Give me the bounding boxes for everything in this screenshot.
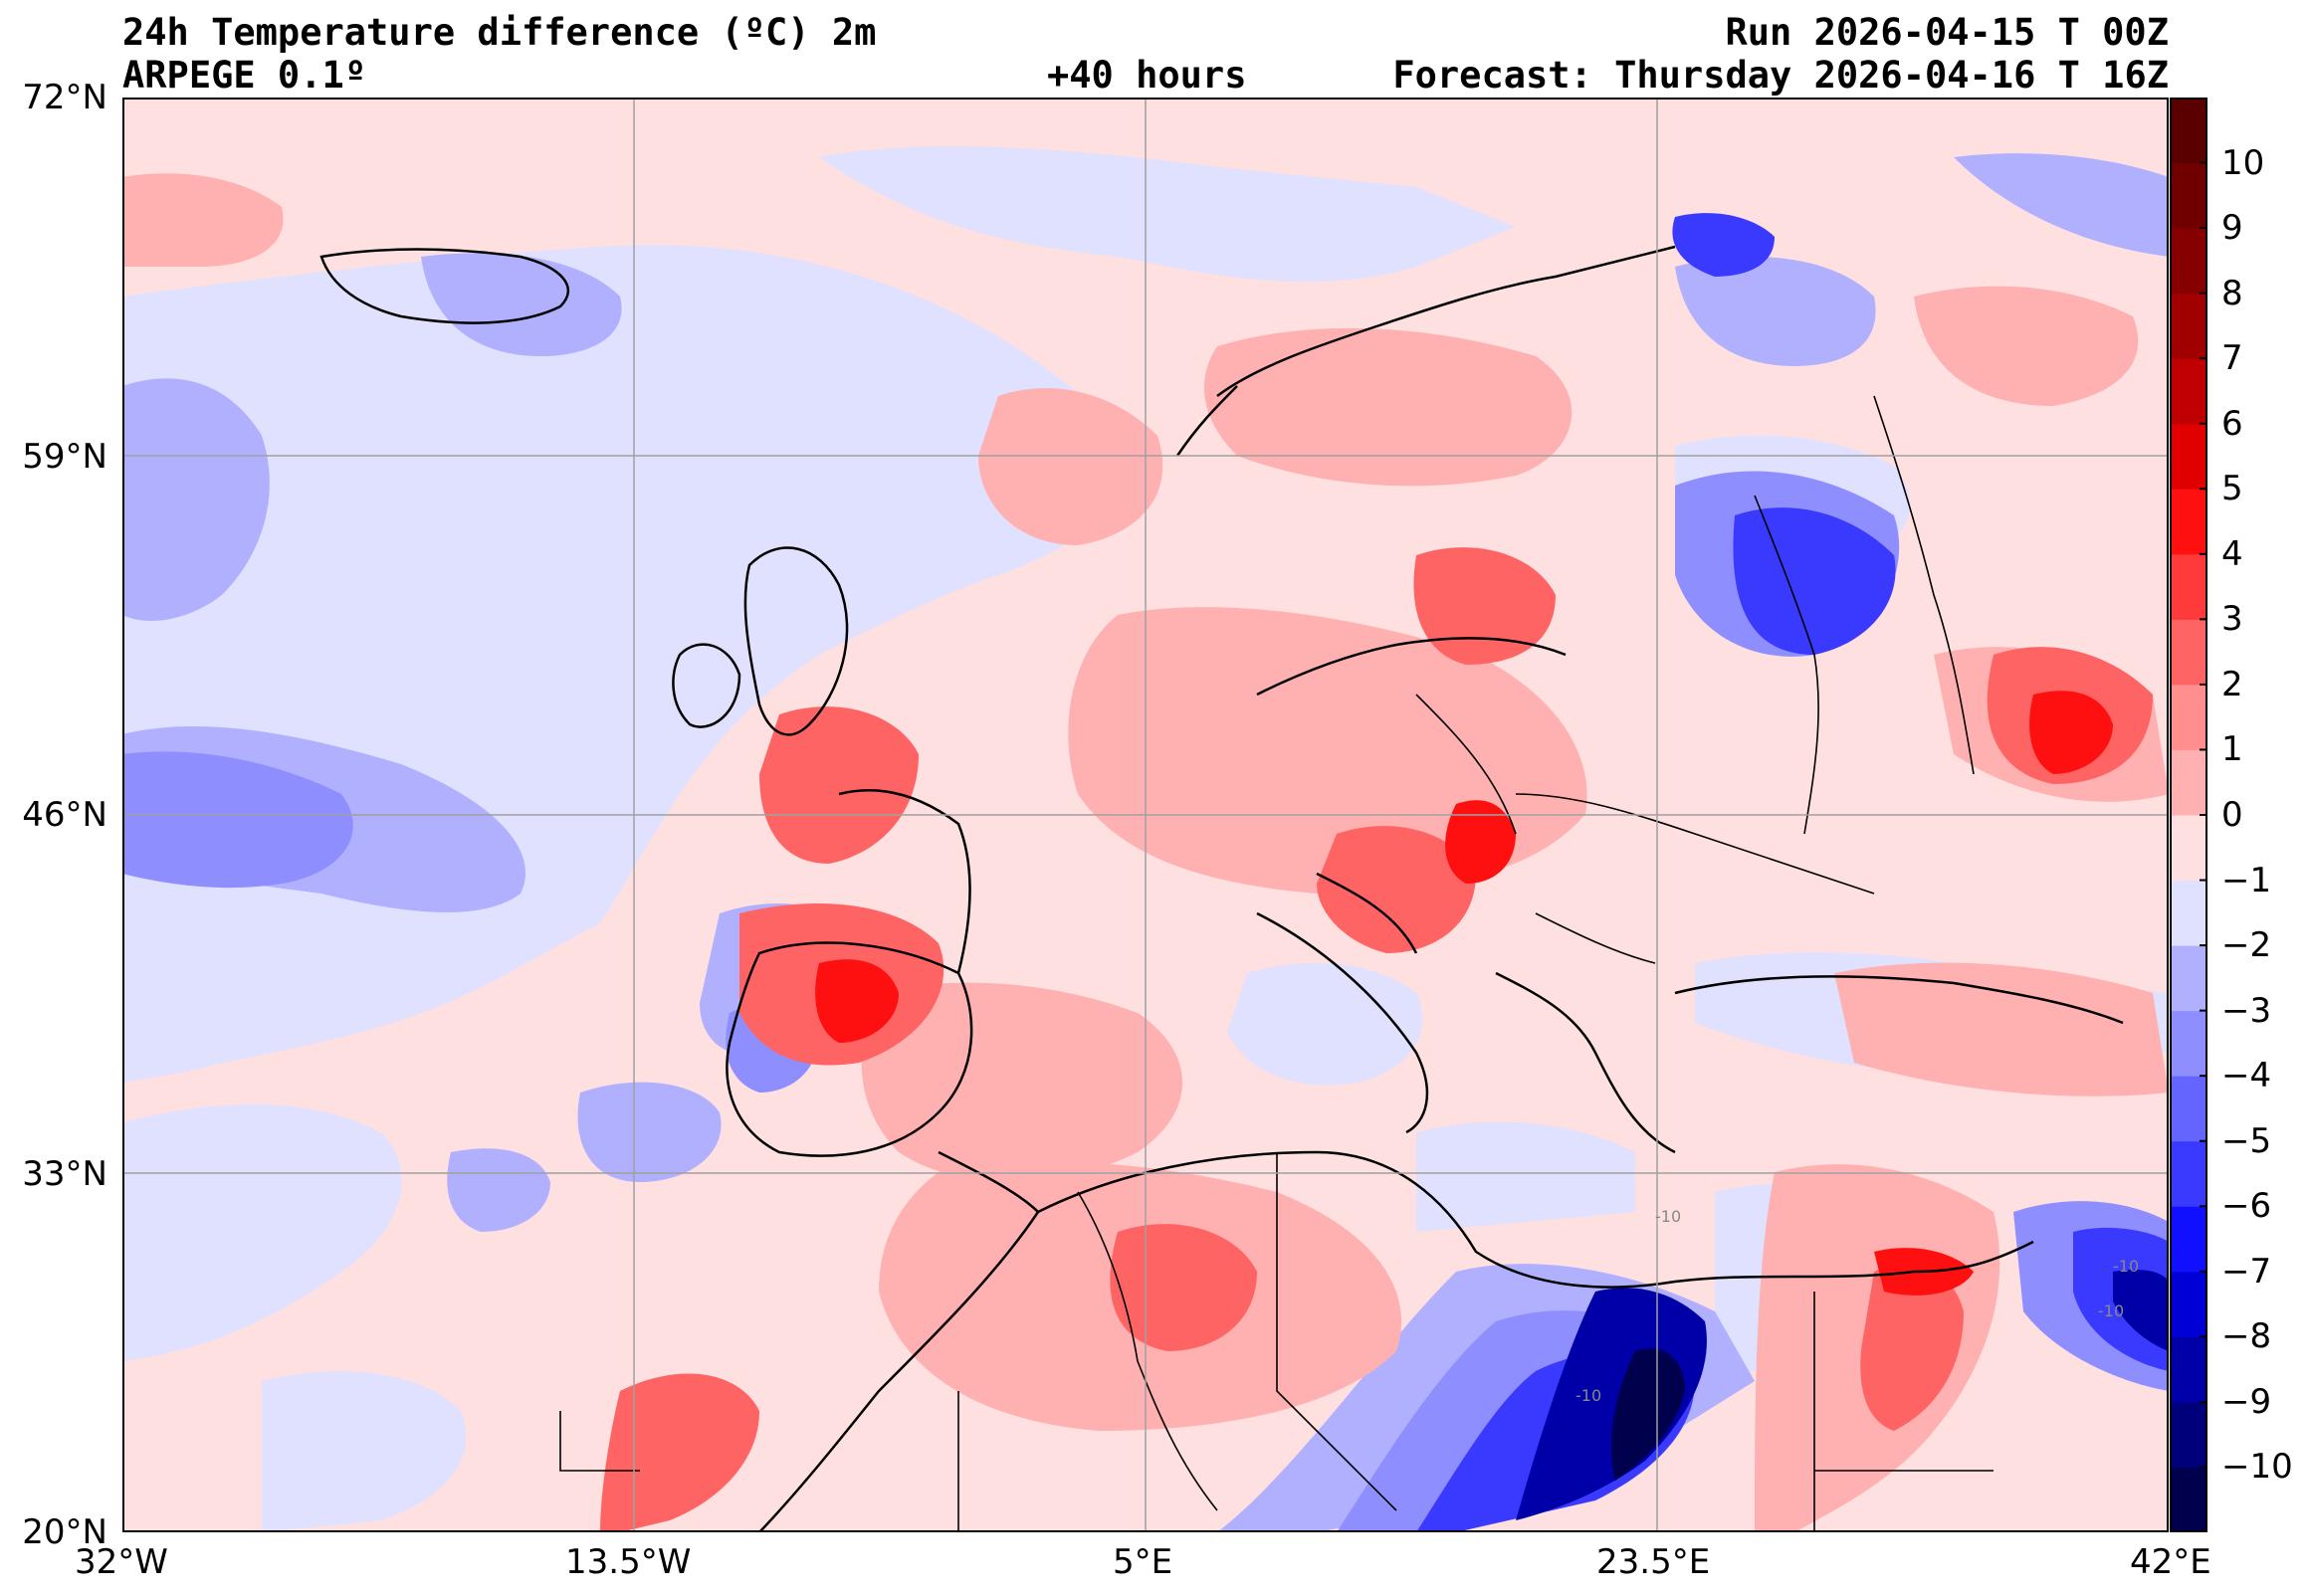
- colorbar-segment: [2170, 1010, 2207, 1077]
- colorbar: [2170, 98, 2207, 1532]
- colorbar-tick-label: −6: [2221, 1186, 2272, 1227]
- colorbar-segment: [2170, 228, 2207, 295]
- field-very-cold: [1516, 1270, 2169, 1520]
- map-title: 24h Temperature difference (ºC) 2m: [122, 11, 877, 54]
- temperature-map: -10 -10 -10 -10: [122, 98, 2169, 1532]
- field-extreme-cold: [1611, 1348, 1685, 1481]
- lon-tick-32w: 32°W: [75, 1542, 168, 1582]
- coastlines: [319, 245, 2124, 1532]
- map-canvas: -10 -10 -10 -10: [122, 98, 2169, 1532]
- lat-tick-72n: 72°N: [22, 78, 107, 117]
- contour-labels: -10 -10 -10 -10: [1575, 1207, 2139, 1405]
- colorbar-segment: [2170, 815, 2207, 882]
- colorbar-segment: [2170, 619, 2207, 686]
- colorbar-tick-label: 1: [2221, 729, 2243, 770]
- colorbar-segment: [2170, 684, 2207, 750]
- colorbar-tick-label: −1: [2221, 860, 2272, 900]
- colorbar-tick-label: 6: [2221, 403, 2243, 444]
- colorbar-tick-label: 10: [2221, 142, 2265, 183]
- colorbar-tick-label: −10: [2221, 1447, 2293, 1488]
- colorbar-tick-label: −4: [2221, 1056, 2272, 1097]
- country-borders: [559, 395, 1994, 1532]
- lat-tick-46n: 46°N: [22, 795, 107, 835]
- colorbar-tick-label: −3: [2221, 990, 2272, 1031]
- colorbar-segment: [2170, 880, 2207, 946]
- colorbar-segment: [2170, 1271, 2207, 1337]
- field-hot: [815, 691, 2113, 1296]
- lat-tick-33n: 33°N: [22, 1154, 107, 1194]
- colorbar-tick-label: −8: [2221, 1316, 2272, 1357]
- colorbar-segment: [2170, 945, 2207, 1012]
- colorbar-segment: [2170, 1336, 2207, 1403]
- colorbar-segment: [2170, 1401, 2207, 1468]
- colorbar-segment: [2170, 423, 2207, 490]
- colorbar-segment: [2170, 1467, 2207, 1532]
- lat-tick-20n: 20°N: [22, 1512, 107, 1552]
- colorbar-tick-label: 3: [2221, 599, 2243, 640]
- colorbar-tick-label: 7: [2221, 338, 2243, 379]
- forecast-time: Forecast: Thursday 2026-04-16 T 16Z: [1392, 54, 2169, 97]
- run-time: Run 2026-04-15 T 00Z: [1725, 11, 2169, 54]
- colorbar-tick-label: 2: [2221, 664, 2243, 704]
- contour-label: -10: [2113, 1257, 2139, 1276]
- colorbar-segment: [2170, 1206, 2207, 1273]
- lon-tick-42e: 42°E: [2130, 1542, 2211, 1582]
- colorbar-segment: [2170, 358, 2207, 425]
- colorbar-tick-label: −5: [2221, 1120, 2272, 1161]
- colorbar-segment: [2170, 489, 2207, 555]
- colorbar-tick-label: −9: [2221, 1381, 2272, 1422]
- lon-tick-13-5w: 13.5°W: [565, 1542, 692, 1582]
- graticule: [122, 98, 2169, 1532]
- colorbar-tick-label: 4: [2221, 533, 2243, 574]
- colorbar-tick-label: 8: [2221, 273, 2243, 313]
- colorbar-segment: [2170, 162, 2207, 229]
- colorbar-tick-label: −7: [2221, 1251, 2272, 1292]
- colorbar-segment: [2170, 293, 2207, 359]
- colorbar-segment: [2170, 749, 2207, 816]
- lon-tick-23-5e: 23.5°E: [1596, 1542, 1711, 1582]
- colorbar-tick-label: 0: [2221, 795, 2243, 835]
- colorbar-segment: [2170, 1076, 2207, 1142]
- contour-label: -10: [2098, 1301, 2124, 1320]
- lat-tick-59n: 59°N: [22, 437, 107, 477]
- colorbar-segment: [2170, 1140, 2207, 1207]
- lead-time: +40 hours: [1047, 54, 1247, 97]
- colorbar-tick-label: 5: [2221, 469, 2243, 509]
- model-name: ARPEGE 0.1º: [122, 54, 367, 97]
- colorbar-segment: [2170, 98, 2207, 164]
- map-frame: [122, 98, 2169, 1532]
- colorbar-segment: [2170, 553, 2207, 620]
- contour-label: -10: [1575, 1386, 1601, 1405]
- lon-tick-5e: 5°E: [1113, 1542, 1173, 1582]
- contour-label: -10: [1655, 1207, 1681, 1226]
- colorbar-tick-label: −2: [2221, 925, 2272, 966]
- colorbar-tick-label: 9: [2221, 208, 2243, 249]
